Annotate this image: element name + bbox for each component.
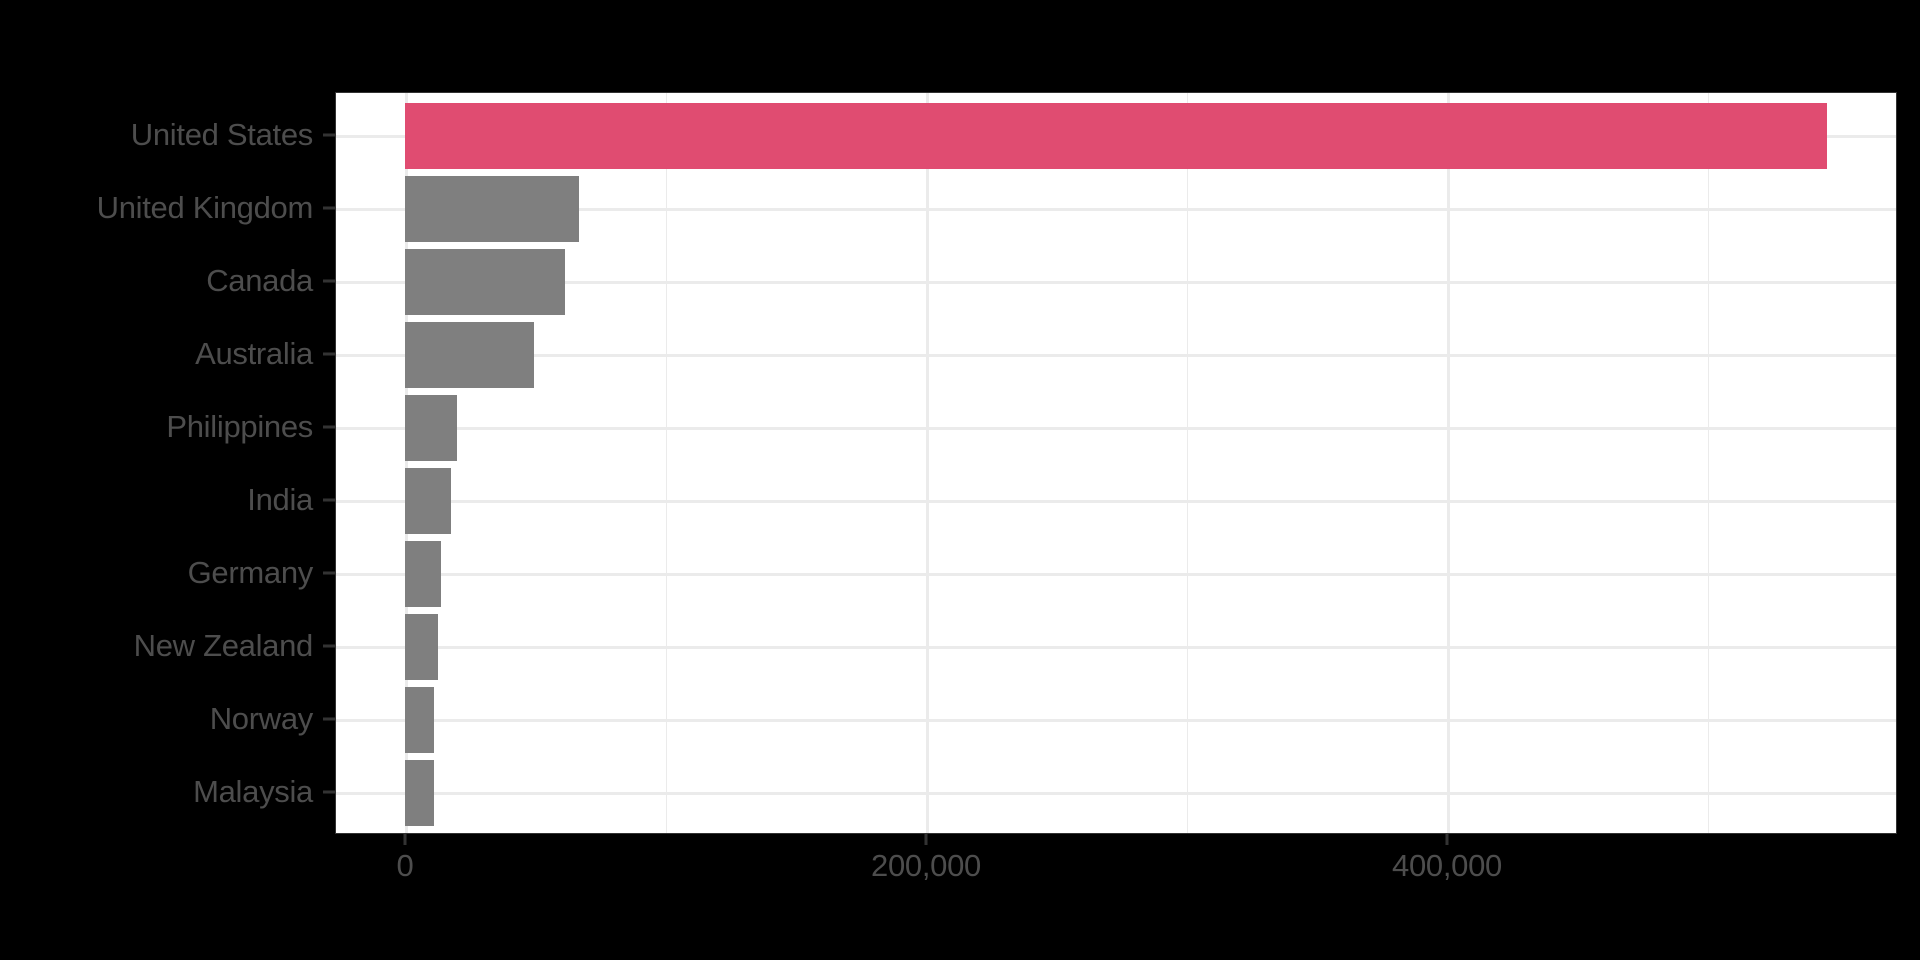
category-gridline [336, 645, 1896, 649]
minor-gridline [1707, 93, 1710, 833]
x-tick-label: 400,000 [1392, 848, 1502, 883]
bar-united-kingdom [404, 176, 579, 242]
category-gridline [336, 572, 1896, 576]
y-tick-label: New Zealand [133, 628, 314, 663]
y-tick-mark [323, 790, 335, 794]
category-gridline [336, 353, 1896, 357]
y-tick-mark [323, 644, 335, 648]
minor-gridline [665, 93, 668, 833]
bar-malaysia [404, 760, 435, 826]
bar-new-zealand [404, 614, 439, 680]
category-gridline [336, 280, 1896, 284]
plot-panel [335, 92, 1897, 834]
bar-india [404, 468, 451, 534]
y-tick-mark [323, 425, 335, 429]
y-tick-mark [323, 498, 335, 502]
x-tick-mark [1445, 834, 1449, 845]
x-tick-label: 200,000 [871, 848, 981, 883]
y-tick-label: Norway [209, 701, 314, 736]
category-gridline [336, 791, 1896, 795]
y-tick-label: Philippines [166, 409, 313, 444]
y-tick-label: United Kingdom [96, 190, 314, 225]
y-tick-mark [323, 133, 335, 137]
category-gridline [336, 426, 1896, 430]
y-tick-mark [323, 352, 335, 356]
bar-philippines [404, 395, 457, 461]
category-gridline [336, 718, 1896, 722]
x-tick-mark [924, 834, 928, 845]
category-gridline [336, 499, 1896, 503]
bar-australia [404, 322, 535, 388]
minor-gridline [1186, 93, 1189, 833]
y-tick-label: India [247, 482, 313, 517]
y-tick-mark [323, 279, 335, 283]
bar-united-states [404, 103, 1827, 169]
y-tick-mark [323, 571, 335, 575]
y-tick-label: Australia [195, 336, 313, 371]
major-gridline [1446, 93, 1450, 833]
bar-norway [404, 687, 435, 753]
major-gridline [925, 93, 929, 833]
bar-germany [404, 541, 442, 607]
x-tick-mark [403, 834, 407, 845]
y-tick-mark [323, 717, 335, 721]
major-gridline [404, 93, 408, 833]
x-tick-label: 0 [396, 848, 414, 883]
y-tick-label: Canada [206, 263, 313, 298]
bar-canada [404, 249, 566, 315]
category-gridline [336, 207, 1896, 211]
y-tick-mark [323, 206, 335, 210]
y-tick-label: Germany [187, 555, 314, 590]
y-tick-label: Malaysia [193, 774, 313, 809]
y-tick-label: United States [130, 117, 314, 152]
